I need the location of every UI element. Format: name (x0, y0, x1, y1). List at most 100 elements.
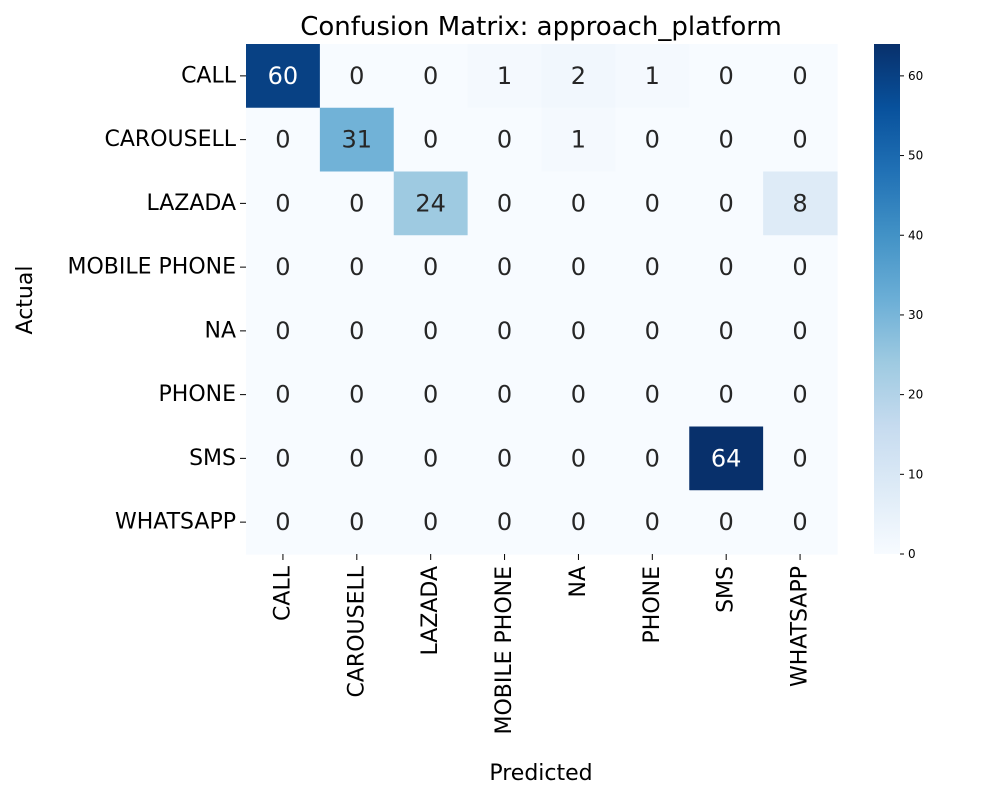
colorbar-tick-label: 40 (908, 228, 923, 242)
y-axis-title: Actual (13, 266, 38, 335)
heatmap-cell (689, 107, 764, 173)
cell-value-label: 0 (349, 62, 364, 90)
heatmap-cell (689, 362, 764, 428)
colorbar-tick-label: 20 (908, 388, 923, 402)
cell-value-label: 64 (711, 444, 742, 472)
heatmap-cell (615, 362, 690, 428)
x-tick-label: PHONE (640, 566, 665, 643)
y-tick-label: NA (204, 318, 236, 343)
heatmap-cell (319, 44, 395, 109)
cell-value-label: 0 (423, 381, 438, 409)
heatmap-cell (246, 490, 321, 555)
heatmap-cell (393, 490, 469, 555)
cell-value-label: 0 (349, 317, 364, 345)
heatmap-cell (541, 171, 616, 236)
colorbar (874, 44, 900, 554)
cell-value-label: 0 (423, 253, 438, 281)
heatmap-cell (467, 107, 543, 173)
heatmap-cell (763, 107, 838, 173)
heatmap-cell (615, 426, 690, 491)
cell-value-label: 0 (275, 444, 290, 472)
heatmap-cell (319, 299, 395, 364)
heatmap-cell (615, 171, 690, 236)
cell-value-label: 0 (423, 62, 438, 90)
heatmap-cell (763, 235, 838, 300)
x-tick-label: WHATSAPP (788, 566, 813, 687)
heatmap-cell (763, 171, 838, 236)
heatmap-cell (467, 44, 543, 109)
heatmap-cell (763, 299, 838, 364)
heatmap-cell (393, 362, 469, 428)
cell-value-label: 0 (792, 317, 807, 345)
heatmap-cell (246, 362, 321, 428)
cell-value-label: 0 (792, 508, 807, 536)
cell-value-label: 0 (275, 317, 290, 345)
x-tick-label: LAZADA (418, 566, 443, 656)
heatmap-cell (246, 171, 321, 236)
y-tick-label: WHATSAPP (115, 510, 236, 535)
heatmap-cell (541, 490, 616, 555)
heatmap-cell (393, 44, 469, 109)
heatmap-cell (541, 107, 616, 173)
heatmap-cell (467, 235, 543, 300)
cell-value-label: 24 (415, 189, 446, 217)
heatmap-cell (689, 235, 764, 300)
cell-value-label: 0 (719, 62, 734, 90)
cell-value-label: 0 (497, 381, 512, 409)
cell-value-label: 0 (645, 381, 660, 409)
x-tick-label: MOBILE PHONE (492, 566, 517, 735)
heatmap-cell (689, 171, 764, 236)
heatmap-cell (246, 299, 321, 364)
heatmap-cell (393, 235, 469, 300)
heatmap-cell (615, 490, 690, 555)
cell-value-label: 0 (275, 189, 290, 217)
heatmap-cells: 60 0 0 1 2 1 0 0 0 31 0 0 1 0 0 0 0 0 24 0 0 0 0 8 0 0 0 0 0 0 0 0 0 0 0 0 0… (246, 44, 838, 555)
colorbar-tick-label: 10 (908, 467, 923, 481)
heatmap-cell (763, 362, 838, 428)
y-tick-label: MOBILE PHONE (67, 255, 236, 280)
cell-value-label: 0 (571, 317, 586, 345)
cell-value-label: 0 (497, 253, 512, 281)
cell-value-label: 0 (571, 253, 586, 281)
chart-title: Confusion Matrix: approach_platform (300, 12, 782, 42)
cell-value-label: 0 (497, 444, 512, 472)
heatmap-cell (393, 171, 469, 236)
x-axis-ticks: CALL CAROUSELL LAZADA MOBILE PHONE NA PHONE SM… (270, 554, 813, 735)
cell-value-label: 0 (571, 381, 586, 409)
cell-value-label: 0 (719, 189, 734, 217)
cell-value-label: 0 (571, 444, 586, 472)
cell-value-label: 31 (342, 126, 373, 154)
cell-value-label: 0 (719, 126, 734, 154)
x-axis-title: Predicted (489, 761, 592, 786)
cell-value-label: 60 (268, 62, 299, 90)
cell-value-label: 0 (792, 62, 807, 90)
y-axis-ticks: CALL CAROUSELL LAZADA MOBILE PHONE NA PHONE SM… (67, 63, 246, 535)
heatmap-cell (246, 107, 321, 173)
cell-value-label: 1 (497, 62, 512, 90)
cell-value-label: 0 (645, 444, 660, 472)
x-tick-label: CALL (270, 565, 295, 621)
heatmap-cell (615, 44, 690, 109)
heatmap-cell (393, 107, 469, 173)
heatmap-cell (541, 44, 616, 109)
heatmap-cell (541, 299, 616, 364)
cell-value-label: 0 (571, 189, 586, 217)
colorbar-ticks: 0 10 20 30 40 50 60 (900, 69, 923, 561)
heatmap-cell (246, 44, 321, 109)
cell-value-label: 0 (645, 508, 660, 536)
heatmap-cell (689, 44, 764, 109)
heatmap-cell (319, 235, 395, 300)
cell-value-label: 0 (497, 508, 512, 536)
cell-value-label: 0 (349, 444, 364, 472)
y-tick-label: CALL (181, 63, 237, 88)
heatmap-cell (763, 44, 838, 109)
y-tick-label: CAROUSELL (105, 127, 237, 152)
cell-value-label: 0 (497, 317, 512, 345)
heatmap-cell (763, 490, 838, 555)
heatmap-cell (319, 490, 395, 555)
cell-value-label: 0 (792, 444, 807, 472)
cell-value-label: 0 (719, 508, 734, 536)
heatmap-cell (319, 426, 395, 491)
heatmap-cell (541, 362, 616, 428)
